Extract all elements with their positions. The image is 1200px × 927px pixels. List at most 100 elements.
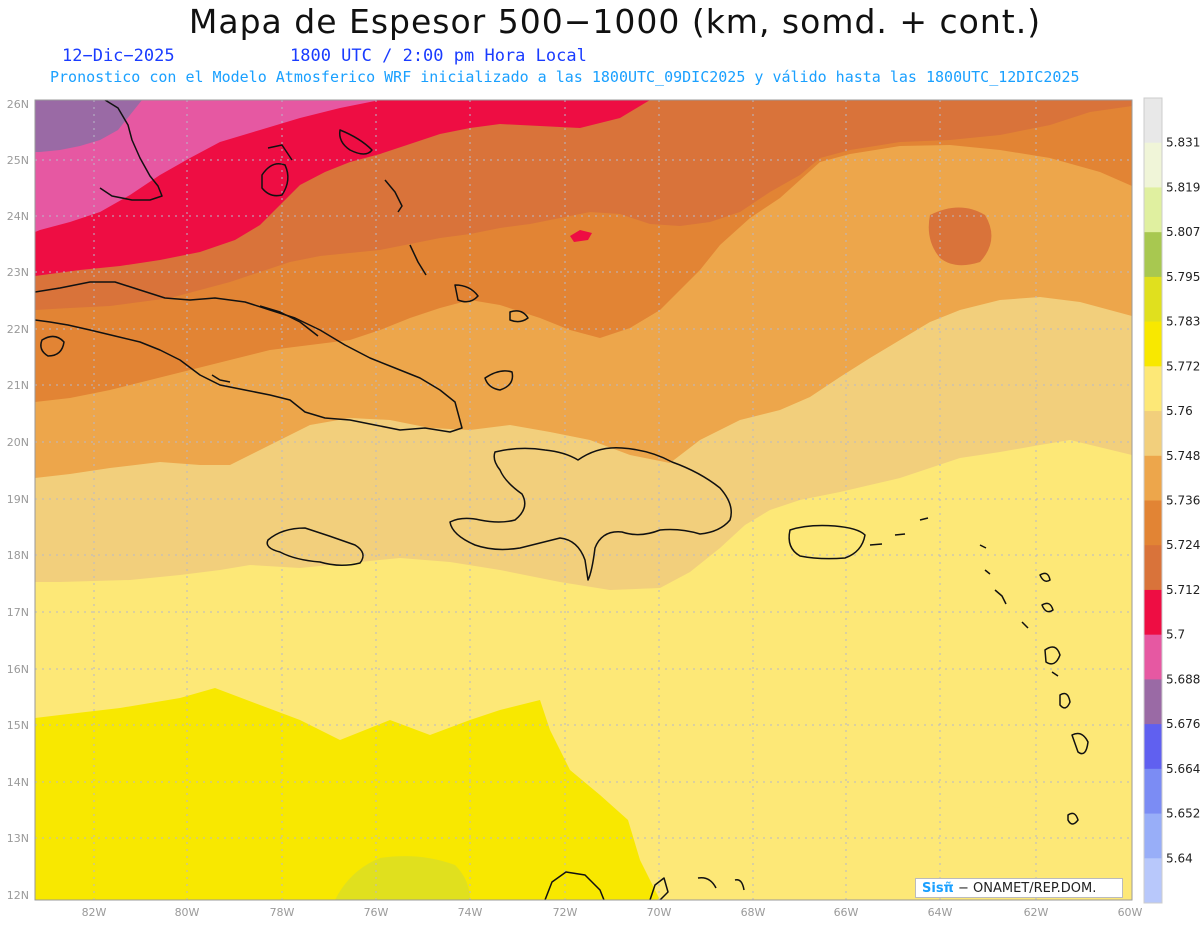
coast-bahamas-eleuthera xyxy=(384,179,403,213)
coast-bahamas-long xyxy=(409,244,427,276)
coast-lesser-antilles-2 xyxy=(1041,602,1054,613)
colorbar-swatch xyxy=(1144,276,1162,323)
coast-lesser-antilles-1 xyxy=(1039,572,1051,582)
coastlines xyxy=(35,100,1089,900)
colorbar-label: 5.795 xyxy=(1166,270,1200,284)
coast-jamaica xyxy=(266,527,364,566)
coast-caicos xyxy=(484,370,514,391)
credit-brand: Sisπ̃ xyxy=(922,881,954,896)
coast-hispaniola xyxy=(449,447,732,581)
colorbar-swatch xyxy=(1144,858,1162,904)
lon-label: 60W xyxy=(1118,906,1143,919)
coast-barbados xyxy=(1067,812,1079,825)
field-5688 xyxy=(35,100,380,232)
graticule xyxy=(35,100,1132,900)
colorbar-label: 5.807 xyxy=(1166,225,1200,239)
coast-guadeloupe xyxy=(1044,646,1061,665)
lon-label: 80W xyxy=(175,906,200,919)
lon-axis: 82W 80W 78W 76W 74W 72W 70W 68W 66W 64W … xyxy=(82,906,1143,919)
field-5783-patch xyxy=(335,856,470,900)
colorbar-label: 5.664 xyxy=(1166,762,1200,776)
colorbar-label: 5.7 xyxy=(1166,628,1185,642)
lat-label: 14N xyxy=(7,776,29,789)
coast-turks xyxy=(509,310,529,323)
lon-label: 64W xyxy=(928,906,953,919)
colorbar-swatch xyxy=(1144,679,1162,725)
colorbar-swatch xyxy=(1144,187,1162,233)
lon-label: 82W xyxy=(82,906,107,919)
lat-label: 22N xyxy=(7,323,29,336)
coast-bahamas-north xyxy=(267,144,293,161)
colorbar-swatch xyxy=(1144,634,1162,680)
credit-box: Sisπ̃ − ONAMET/REP.DOM. xyxy=(915,878,1123,898)
lat-label: 13N xyxy=(7,832,29,845)
colorbar-swatch xyxy=(1144,724,1162,770)
colorbar-label: 5.676 xyxy=(1166,717,1200,731)
coast-virgin-islands xyxy=(869,517,929,546)
lon-label: 70W xyxy=(647,906,672,919)
lon-label: 76W xyxy=(364,906,389,919)
lat-label: 19N xyxy=(7,493,29,506)
coast-bahamas-grand xyxy=(338,129,373,155)
field-5712-lobe xyxy=(928,207,992,266)
coast-cuba xyxy=(35,281,463,433)
colorbar-swatch xyxy=(1144,98,1162,144)
forecast-time: 1800 UTC / 2:00 pm Hora Local xyxy=(290,46,587,66)
lon-label: 66W xyxy=(834,906,859,919)
coast-martinique xyxy=(1059,692,1071,709)
coast-florida xyxy=(99,100,163,201)
colorbar-swatch xyxy=(1144,813,1162,859)
coast-bahamas-inagua xyxy=(454,284,479,303)
lon-label: 68W xyxy=(741,906,766,919)
colorbar-label: 5.688 xyxy=(1166,672,1200,686)
lat-axis: 26N 25N 24N 23N 22N 21N 20N 19N 18N 17N … xyxy=(7,98,29,902)
field-5760-patch xyxy=(985,785,1011,808)
colorbar-swatch xyxy=(1144,589,1162,636)
map-frame xyxy=(34,99,1133,901)
lon-label: 62W xyxy=(1024,906,1049,919)
lon-label: 74W xyxy=(458,906,483,919)
colorbar-swatch xyxy=(1144,411,1162,457)
lat-label: 18N xyxy=(7,549,29,562)
lat-label: 24N xyxy=(7,210,29,223)
coast-paraguana xyxy=(649,877,669,900)
lat-label: 16N xyxy=(7,663,29,676)
coast-puerto-rico xyxy=(788,524,866,560)
colorbar-swatch xyxy=(1144,500,1162,546)
coast-isla-juventud xyxy=(40,335,65,357)
colorbar-label: 5.819 xyxy=(1166,180,1200,194)
colorbar-label: 5.64 xyxy=(1166,851,1193,865)
coast-bahamas-andros xyxy=(261,163,289,197)
lat-label: 26N xyxy=(7,98,29,111)
lat-label: 17N xyxy=(7,606,29,619)
colorbar-swatch xyxy=(1144,455,1162,501)
lat-label: 25N xyxy=(7,154,29,167)
colorbar-label: 5.76 xyxy=(1166,404,1193,418)
coast-small-isles xyxy=(979,544,1059,677)
coast-curacao xyxy=(697,876,717,889)
colorbar-frame xyxy=(1143,97,1163,904)
colorbar-label: 5.831 xyxy=(1166,136,1200,150)
lon-label: 72W xyxy=(553,906,578,919)
coast-bonaire xyxy=(734,878,745,891)
coast-venezuela xyxy=(544,871,605,900)
colorbar-label: 5.712 xyxy=(1166,583,1200,597)
colorbar: 5.831 5.819 5.807 5.795 5.783 5.772 5.76 5.748 5… xyxy=(1143,97,1200,904)
thickness-fields xyxy=(35,100,1132,900)
coast-cuba-keys-2 xyxy=(211,374,231,383)
lat-label: 15N xyxy=(7,719,29,732)
colorbar-swatch xyxy=(1144,142,1162,188)
lat-label: 12N xyxy=(7,889,29,902)
colorbar-swatch xyxy=(1144,366,1162,412)
model-description: Pronostico con el Modelo Atmosferico WRF… xyxy=(50,68,1080,86)
lon-label: 78W xyxy=(270,906,295,919)
colorbar-swatch xyxy=(1144,545,1162,591)
colorbar-label: 5.772 xyxy=(1166,359,1200,373)
page-title: Mapa de Espesor 500−1000 (km, somd. + co… xyxy=(188,2,1042,41)
field-5676 xyxy=(35,100,142,152)
coast-cuba-keys xyxy=(259,305,319,337)
credit-org: − ONAMET/REP.DOM. xyxy=(953,881,1097,896)
colorbar-swatch xyxy=(1144,768,1162,815)
colorbar-label: 5.652 xyxy=(1166,807,1200,821)
